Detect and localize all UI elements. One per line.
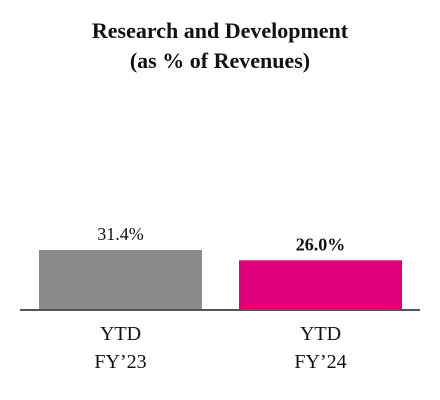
bar-1 [39,250,202,310]
category-label-1-line-2: FY’23 [94,351,146,373]
category-label-2-line-1: YTD [300,323,341,345]
data-label-2: 26.0% [296,234,346,254]
bar-2 [239,260,402,310]
data-label-1: 31.4% [97,224,144,244]
chart-title: Research and Development [91,18,349,43]
chart-subtitle: (as % of Revenues) [129,48,311,73]
category-label-2-line-2: FY’24 [294,351,346,373]
category-label-1-line-1: YTD [100,323,141,345]
